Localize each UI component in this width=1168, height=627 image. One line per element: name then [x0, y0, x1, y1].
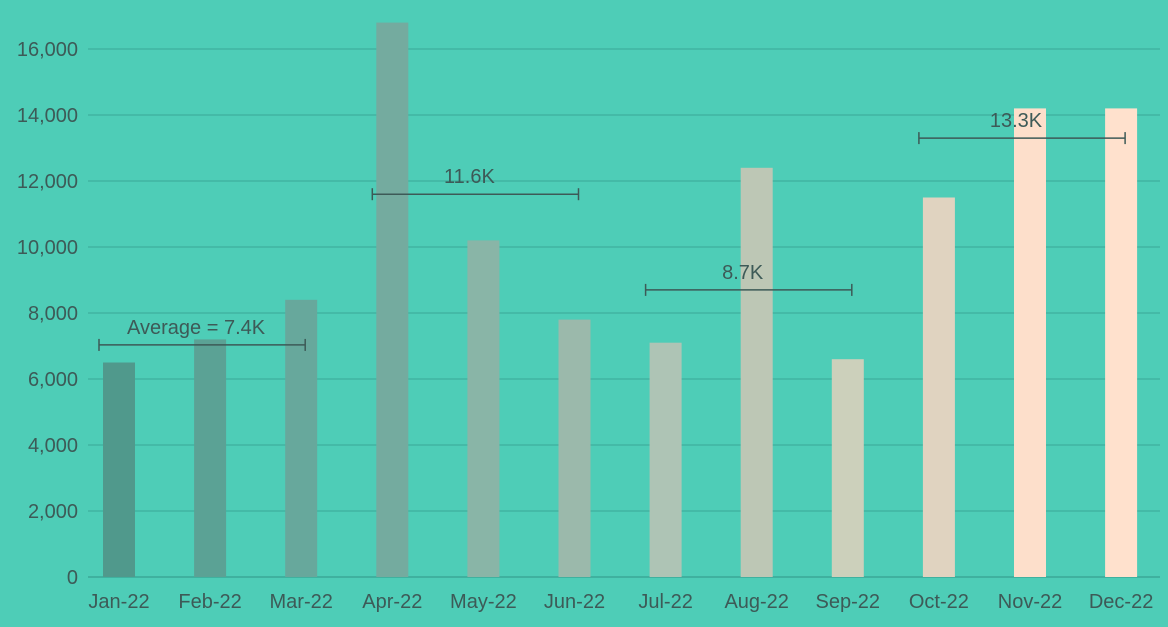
x-tick-label: Apr-22	[362, 591, 422, 613]
bar-may-22	[467, 240, 500, 577]
y-tick-label: 12,000	[17, 171, 78, 193]
average-label: Average = 7.4K	[127, 317, 266, 339]
bar-jun-22	[558, 319, 591, 577]
average-annotation: 11.6K	[371, 166, 580, 201]
y-tick-label: 2,000	[28, 501, 78, 523]
x-tick-label: Feb-22	[178, 591, 241, 613]
grid-layer	[88, 48, 1160, 578]
average-annotation: Average = 7.4K	[98, 317, 306, 351]
bar-oct-22	[922, 197, 955, 577]
average-annotation: 8.7K	[644, 262, 853, 296]
y-tick-label: 14,000	[17, 105, 78, 127]
bars-layer	[103, 22, 1138, 578]
x-axis: Jan-22 Feb-22 Mar-22 Apr-22 May-22 Jun-22 Jul-…	[88, 591, 1153, 613]
average-annotation: 13.3K	[918, 110, 1126, 145]
y-tick-label: 8,000	[28, 303, 78, 325]
y-tick-label: 0	[67, 567, 78, 589]
bar-dec-22	[1105, 108, 1138, 578]
x-tick-label: Nov-22	[998, 591, 1062, 613]
y-tick-label: 6,000	[28, 369, 78, 391]
bar-mar-22	[285, 299, 318, 577]
y-axis: 0 2,000 4,000 6,000 8,000 10,000 12,000 14,000 1…	[17, 39, 78, 589]
y-tick-label: 10,000	[17, 237, 78, 259]
bar-sep-22	[831, 359, 864, 577]
x-tick-label: Dec-22	[1089, 591, 1153, 613]
y-tick-label: 16,000	[17, 39, 78, 61]
bar-feb-22	[194, 339, 227, 577]
y-tick-label: 4,000	[28, 435, 78, 457]
bar-aug-22	[740, 167, 773, 578]
bar-nov-22	[1014, 108, 1046, 578]
x-tick-label: Aug-22	[724, 591, 789, 613]
bar-jul-22	[649, 342, 682, 577]
x-tick-label: Mar-22	[270, 591, 333, 613]
bar-apr-22	[376, 22, 409, 578]
x-tick-label: Jun-22	[544, 591, 605, 613]
x-tick-label: Jul-22	[638, 591, 692, 613]
average-label: 8.7K	[722, 262, 764, 284]
average-label: 11.6K	[444, 166, 495, 188]
x-tick-label: Sep-22	[816, 591, 881, 613]
x-tick-label: Oct-22	[909, 591, 969, 613]
average-label: 13.3K	[990, 110, 1043, 132]
annotations-layer: Average = 7.4K 11.6K 8.7K 13.3K	[98, 110, 1126, 351]
x-tick-label: Jan-22	[88, 591, 149, 613]
x-tick-label: May-22	[450, 591, 517, 613]
bar-jan-22	[103, 362, 135, 577]
